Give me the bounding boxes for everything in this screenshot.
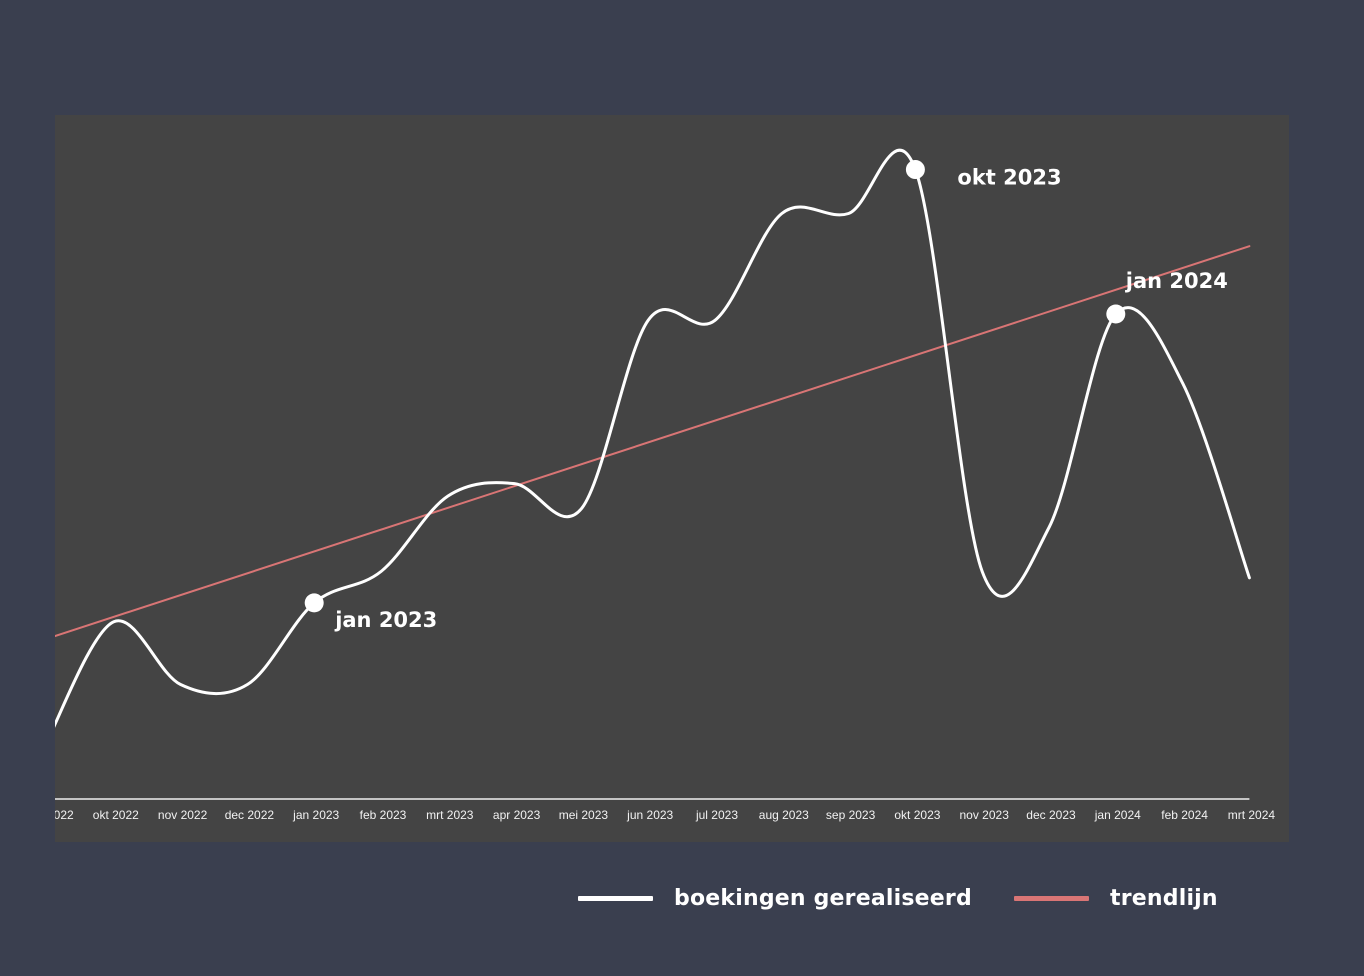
- x-tick-label: nov 2023: [960, 808, 1010, 822]
- legend-swatch-trendlijn: [1014, 895, 1089, 901]
- legend: boekingen gerealiseerd trendlijn: [578, 876, 1278, 920]
- x-tick-label: okt 2023: [894, 808, 940, 822]
- annotation-label: jan 2023: [334, 608, 437, 632]
- x-tick-label: jan 2023: [292, 808, 339, 822]
- plot-area: sep 2022 okt 2022 nov 2022 dec 2022 jan 2023…: [55, 115, 1289, 842]
- x-tick-label: feb 2023: [360, 808, 407, 822]
- x-tick-label: feb 2024: [1161, 808, 1208, 822]
- series-line-boekingen: [55, 148, 1251, 728]
- x-tick-label: dec 2022: [225, 808, 275, 822]
- x-tick-label: aug 2023: [759, 808, 809, 822]
- annotation-marker: [304, 593, 324, 613]
- x-tick-label: nov 2022: [158, 808, 208, 822]
- x-tick-label: jul 2023: [695, 808, 738, 822]
- x-tick-label: sep 2023: [826, 808, 876, 822]
- x-tick-label: apr 2023: [493, 808, 541, 822]
- x-tick-label: jun 2023: [626, 808, 673, 822]
- x-tick-label: mrt 2023: [426, 808, 474, 822]
- legend-item-trendlijn: trendlijn: [1014, 876, 1218, 920]
- legend-label-trendlijn: trendlijn: [1110, 885, 1218, 911]
- x-tick-label: dec 2023: [1026, 808, 1076, 822]
- trendline: [55, 245, 1251, 638]
- x-axis: sep 2022 okt 2022 nov 2022 dec 2022 jan 2023…: [55, 798, 1276, 822]
- annotation-marker: [905, 160, 925, 180]
- trendline-layer: [55, 245, 1251, 638]
- annotation-marker: [1106, 304, 1126, 324]
- legend-item-boekingen: boekingen gerealiseerd: [578, 876, 972, 920]
- x-tick-label: sep 2022: [55, 808, 74, 822]
- series-layer: [55, 148, 1251, 728]
- x-tick-label: mrt 2024: [1228, 808, 1276, 822]
- x-tick-label: okt 2022: [93, 808, 139, 822]
- x-tick-label: mei 2023: [559, 808, 609, 822]
- legend-swatch-boekingen: [578, 895, 653, 901]
- annotation-label: okt 2023: [957, 166, 1061, 190]
- annotation-label: jan 2024: [1125, 269, 1228, 293]
- annotation-layer: jan 2023 okt 2023 jan 2024: [304, 160, 1228, 632]
- x-tick-label: jan 2024: [1094, 808, 1141, 822]
- legend-label-boekingen: boekingen gerealiseerd: [674, 885, 972, 911]
- line-chart: sep 2022 okt 2022 nov 2022 dec 2022 jan 2023…: [55, 148, 1276, 822]
